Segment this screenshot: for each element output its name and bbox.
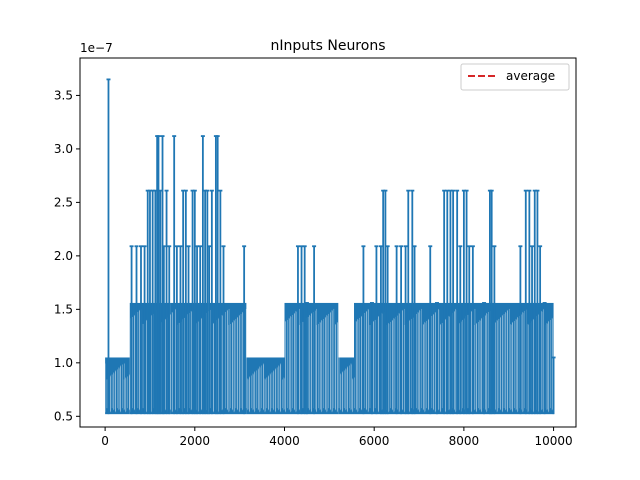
series-band-segment [246, 357, 285, 415]
y-tick-label: 0.5 [54, 409, 73, 423]
y-tick-label: 2.5 [54, 195, 73, 209]
y-tick-label: 1.0 [54, 356, 73, 370]
plot-area [104, 78, 556, 415]
x-tick-label: 6000 [359, 434, 390, 448]
legend: average [460, 63, 570, 91]
legend-label-average: average [506, 69, 555, 83]
axis-ticks: 0 2000 4000 6000 8000 10000 0.5 1.0 1.5 2.0 2.5 3.0… [54, 88, 573, 448]
axes-frame [79, 57, 577, 428]
chart-title: nInputs Neurons [270, 38, 385, 54]
x-tick-label: 10000 [534, 434, 572, 448]
x-tick-label: 0 [101, 434, 109, 448]
y-tick-label: 1.5 [54, 302, 73, 316]
y-tick-label: 3.0 [54, 142, 73, 156]
y-offset-label: 1e−7 [80, 41, 113, 55]
legend-box [460, 63, 570, 91]
y-tick-label: 2.0 [54, 249, 73, 263]
x-tick-label: 8000 [449, 434, 480, 448]
y-tick-label: 3.5 [54, 88, 73, 102]
x-tick-label: 2000 [180, 434, 211, 448]
x-tick-label: 4000 [269, 434, 300, 448]
